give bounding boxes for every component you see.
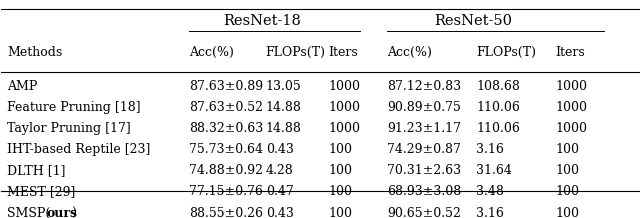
Text: 0.43: 0.43 <box>266 143 294 156</box>
Text: 91.23±1.17: 91.23±1.17 <box>387 122 461 135</box>
Text: 14.88: 14.88 <box>266 101 301 114</box>
Text: AMP: AMP <box>7 80 38 92</box>
Text: ResNet-50: ResNet-50 <box>435 14 512 28</box>
Text: IHT-based Reptile [23]: IHT-based Reptile [23] <box>7 143 150 156</box>
Text: 88.32±0.63: 88.32±0.63 <box>189 122 263 135</box>
Text: 1000: 1000 <box>555 122 587 135</box>
Text: 100: 100 <box>328 186 352 198</box>
Text: 3.48: 3.48 <box>476 186 504 198</box>
Text: 100: 100 <box>555 207 579 218</box>
Text: 90.89±0.75: 90.89±0.75 <box>387 101 461 114</box>
Text: 87.63±0.89: 87.63±0.89 <box>189 80 263 92</box>
Text: 108.68: 108.68 <box>476 80 520 92</box>
Text: Acc(%): Acc(%) <box>189 46 234 59</box>
Text: 1000: 1000 <box>328 80 360 92</box>
Text: 1000: 1000 <box>555 80 587 92</box>
Text: 75.73±0.64: 75.73±0.64 <box>189 143 263 156</box>
Text: Acc(%): Acc(%) <box>387 46 432 59</box>
Text: 0.43: 0.43 <box>266 207 294 218</box>
Text: Iters: Iters <box>328 46 358 59</box>
Text: ours: ours <box>47 207 77 218</box>
Text: 90.65±0.52: 90.65±0.52 <box>387 207 461 218</box>
Text: SMSP(: SMSP( <box>7 207 51 218</box>
Text: 1000: 1000 <box>328 101 360 114</box>
Text: 100: 100 <box>555 143 579 156</box>
Text: 3.16: 3.16 <box>476 207 504 218</box>
Text: Iters: Iters <box>555 46 585 59</box>
Text: 70.31±2.63: 70.31±2.63 <box>387 164 461 177</box>
Text: 110.06: 110.06 <box>476 122 520 135</box>
Text: ResNet-18: ResNet-18 <box>223 14 301 28</box>
Text: 110.06: 110.06 <box>476 101 520 114</box>
Text: 87.12±0.83: 87.12±0.83 <box>387 80 461 92</box>
Text: 88.55±0.26: 88.55±0.26 <box>189 207 263 218</box>
Text: FLOPs(T): FLOPs(T) <box>476 46 536 59</box>
Text: 4.28: 4.28 <box>266 164 294 177</box>
Text: Taylor Pruning [17]: Taylor Pruning [17] <box>7 122 131 135</box>
Text: 3.16: 3.16 <box>476 143 504 156</box>
Text: 0.47: 0.47 <box>266 186 294 198</box>
Text: 100: 100 <box>328 207 352 218</box>
Text: ): ) <box>71 207 76 218</box>
Text: Feature Pruning [18]: Feature Pruning [18] <box>7 101 141 114</box>
Text: 14.88: 14.88 <box>266 122 301 135</box>
Text: DLTH [1]: DLTH [1] <box>7 164 65 177</box>
Text: Methods: Methods <box>7 46 62 59</box>
Text: 74.88±0.92: 74.88±0.92 <box>189 164 263 177</box>
Text: 100: 100 <box>328 164 352 177</box>
Text: 1000: 1000 <box>555 101 587 114</box>
Text: 100: 100 <box>328 143 352 156</box>
Text: 100: 100 <box>555 164 579 177</box>
Text: 74.29±0.87: 74.29±0.87 <box>387 143 461 156</box>
Text: 87.63±0.52: 87.63±0.52 <box>189 101 263 114</box>
Text: 13.05: 13.05 <box>266 80 301 92</box>
Text: 77.15±0.76: 77.15±0.76 <box>189 186 263 198</box>
Text: 31.64: 31.64 <box>476 164 513 177</box>
Text: FLOPs(T): FLOPs(T) <box>266 46 326 59</box>
Text: 100: 100 <box>555 186 579 198</box>
Text: 1000: 1000 <box>328 122 360 135</box>
Text: MEST [29]: MEST [29] <box>7 186 76 198</box>
Text: 68.93±3.08: 68.93±3.08 <box>387 186 461 198</box>
